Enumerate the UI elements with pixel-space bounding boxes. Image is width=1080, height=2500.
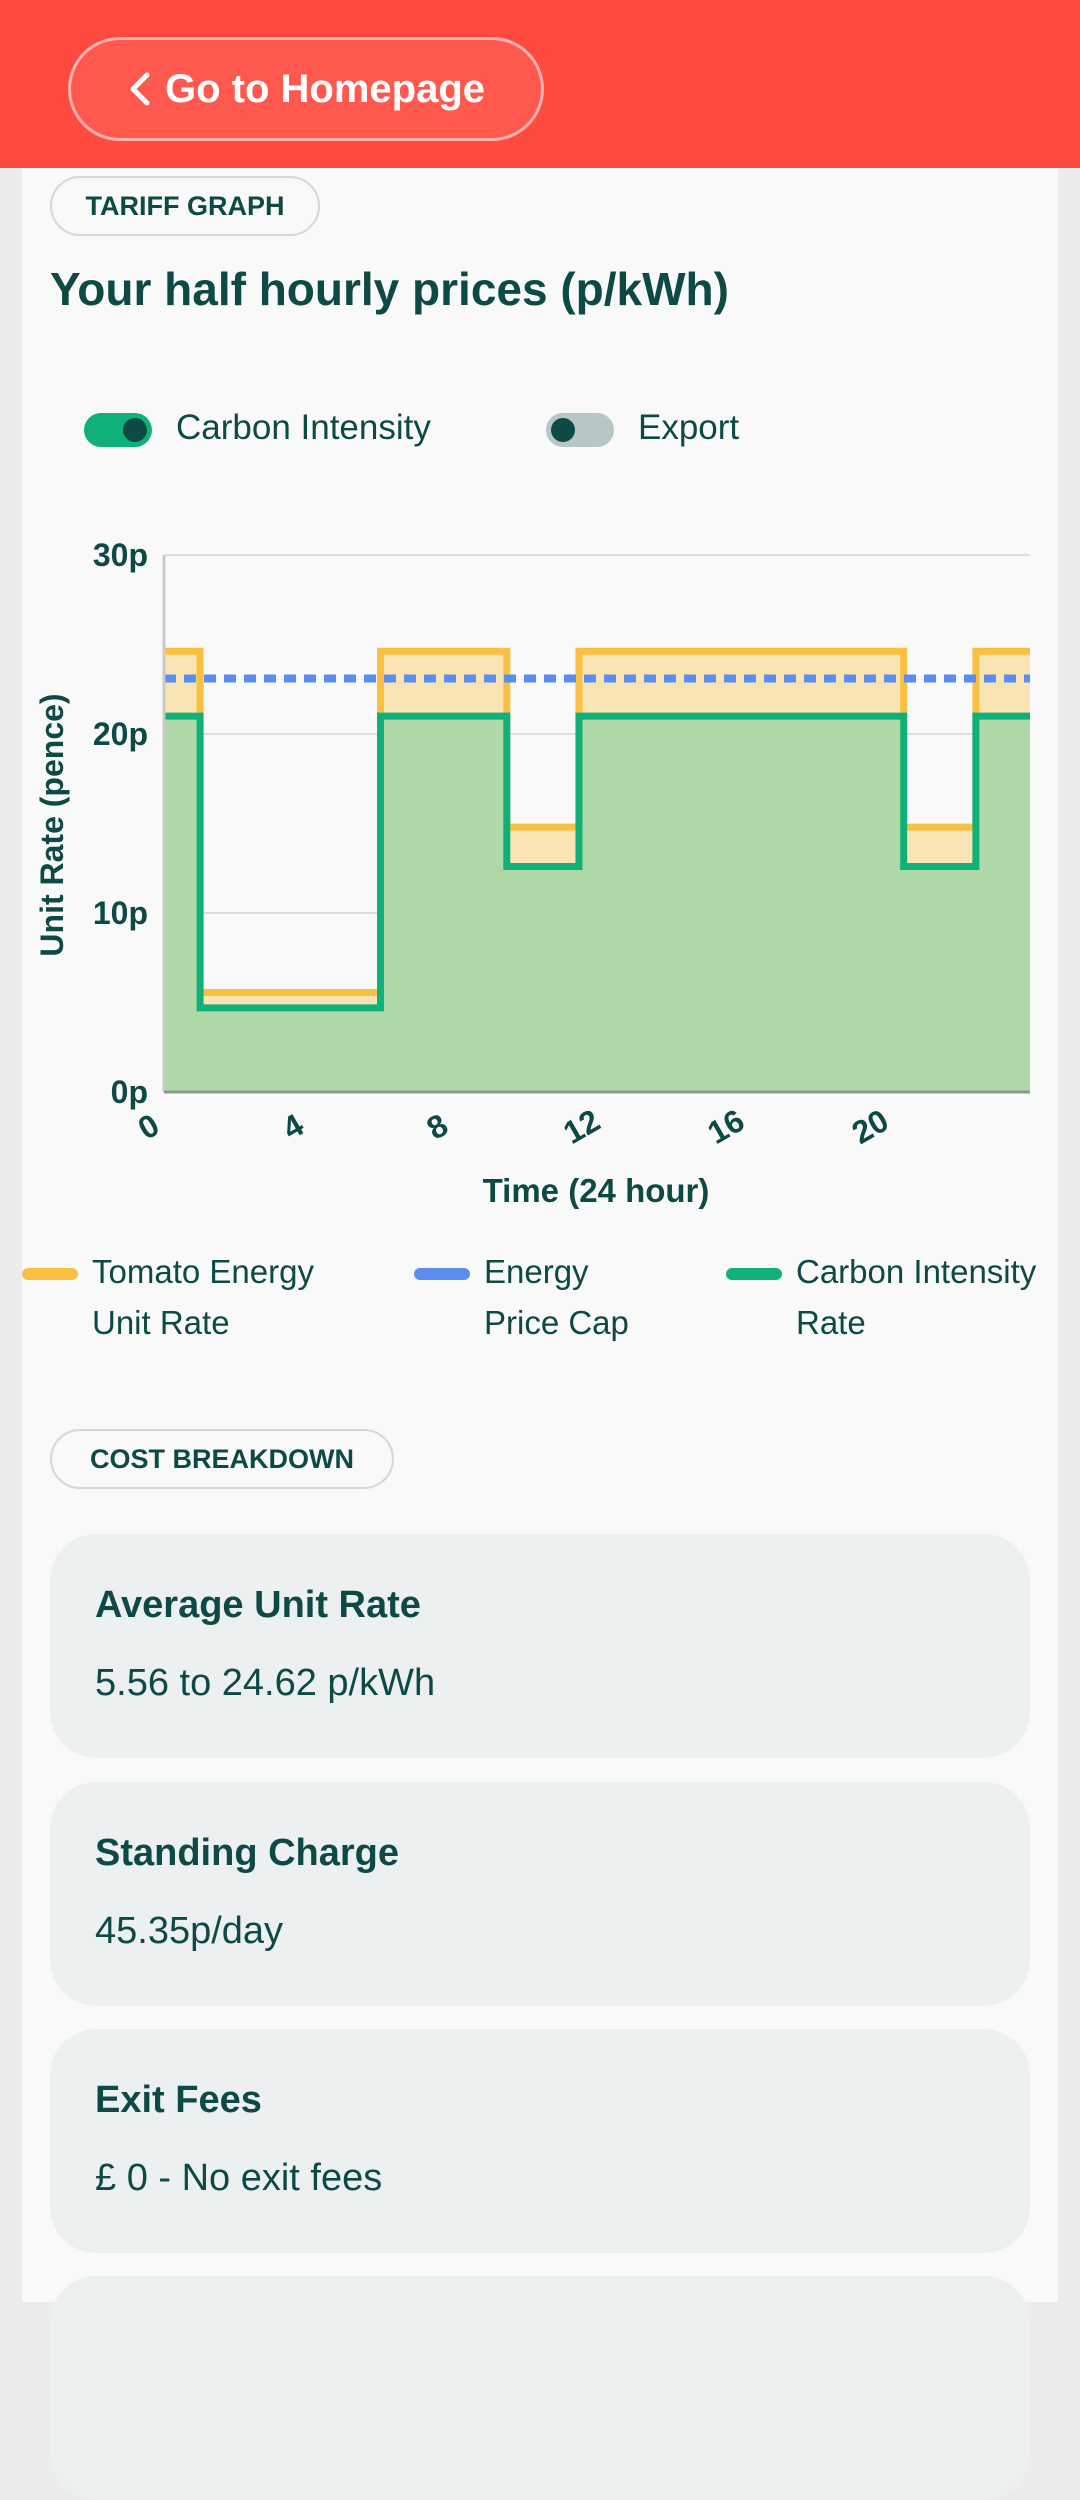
average-unit-rate-card: Average Unit Rate 5.56 to 24.62 p/kWh <box>50 1534 1030 1758</box>
x-tick-label: 8 <box>420 1106 453 1146</box>
tariff-graph-tag: TARIFF GRAPH <box>50 176 320 236</box>
legend-label: Energy Price Cap <box>484 1253 629 1341</box>
tariff-title: Your half hourly prices (p/kWh) <box>50 263 729 315</box>
top-bar: Go to Homepage <box>0 0 1080 168</box>
legend-swatch <box>22 1268 78 1280</box>
card-value: £ 0 - No exit fees <box>95 2157 383 2199</box>
toggle-knob <box>551 418 575 442</box>
tariff-chart: 0p 10p 20p 30p 0 4 8 12 16 20 Unit Rate (pence) T… <box>34 537 1030 1209</box>
x-tick-label: 12 <box>557 1102 606 1151</box>
line-tomato-energy-unit-rate <box>164 647 1030 996</box>
legend-item-carbon-intensity: Carbon Intensity Rate <box>726 1246 1046 1348</box>
x-tick-label: 20 <box>846 1102 895 1151</box>
legend-item-price-cap: Energy Price Cap <box>414 1246 664 1348</box>
go-to-homepage-button[interactable]: Go to Homepage <box>68 37 544 141</box>
exit-fees-card: Exit Fees £ 0 - No exit fees <box>50 2029 1030 2253</box>
area-carbon-intensity-rate <box>164 716 1030 1092</box>
y-tick-label: 30p <box>93 537 148 573</box>
x-tick-label: 16 <box>701 1102 750 1151</box>
export-toggle[interactable] <box>546 413 614 447</box>
x-axis-title: Time (24 hour) <box>483 1172 710 1209</box>
legend-item-unit-rate: Tomato Energy Unit Rate <box>22 1246 352 1348</box>
card-title: Average Unit Rate <box>95 1584 421 1626</box>
next-cost-card <box>50 2276 1030 2500</box>
carbon-intensity-toggle-label: Carbon Intensity <box>176 408 431 447</box>
legend-swatch <box>414 1268 470 1280</box>
x-tick-label: 0 <box>132 1106 165 1146</box>
chevron-left-icon <box>130 72 150 106</box>
toggle-knob <box>123 418 147 442</box>
legend-label: Tomato Energy Unit Rate <box>92 1253 314 1341</box>
y-axis-title: Unit Rate (pence) <box>34 693 70 956</box>
carbon-intensity-toggle[interactable] <box>84 413 152 447</box>
standing-charge-card: Standing Charge 45.35p/day <box>50 1782 1030 2006</box>
card-title: Standing Charge <box>95 1832 400 1874</box>
x-tick-label: 4 <box>276 1106 310 1146</box>
cost-breakdown-tag: COST BREAKDOWN <box>50 1429 394 1489</box>
card-value: 5.56 to 24.62 p/kWh <box>95 1662 436 1704</box>
card-title: Exit Fees <box>95 2079 262 2121</box>
card-value: 45.35p/day <box>95 1910 284 1952</box>
go-to-homepage-label: Go to Homepage <box>164 66 486 111</box>
legend-swatch <box>726 1268 782 1280</box>
chart-axes <box>162 555 1030 1094</box>
y-tick-label: 0p <box>111 1074 148 1110</box>
chart-lines <box>164 647 1030 1012</box>
legend-label: Carbon Intensity Rate <box>796 1253 1037 1341</box>
line-carbon-intensity-rate <box>164 712 1030 1012</box>
export-toggle-label: Export <box>638 408 740 447</box>
y-tick-label: 10p <box>93 895 148 931</box>
y-tick-label: 20p <box>93 716 148 752</box>
